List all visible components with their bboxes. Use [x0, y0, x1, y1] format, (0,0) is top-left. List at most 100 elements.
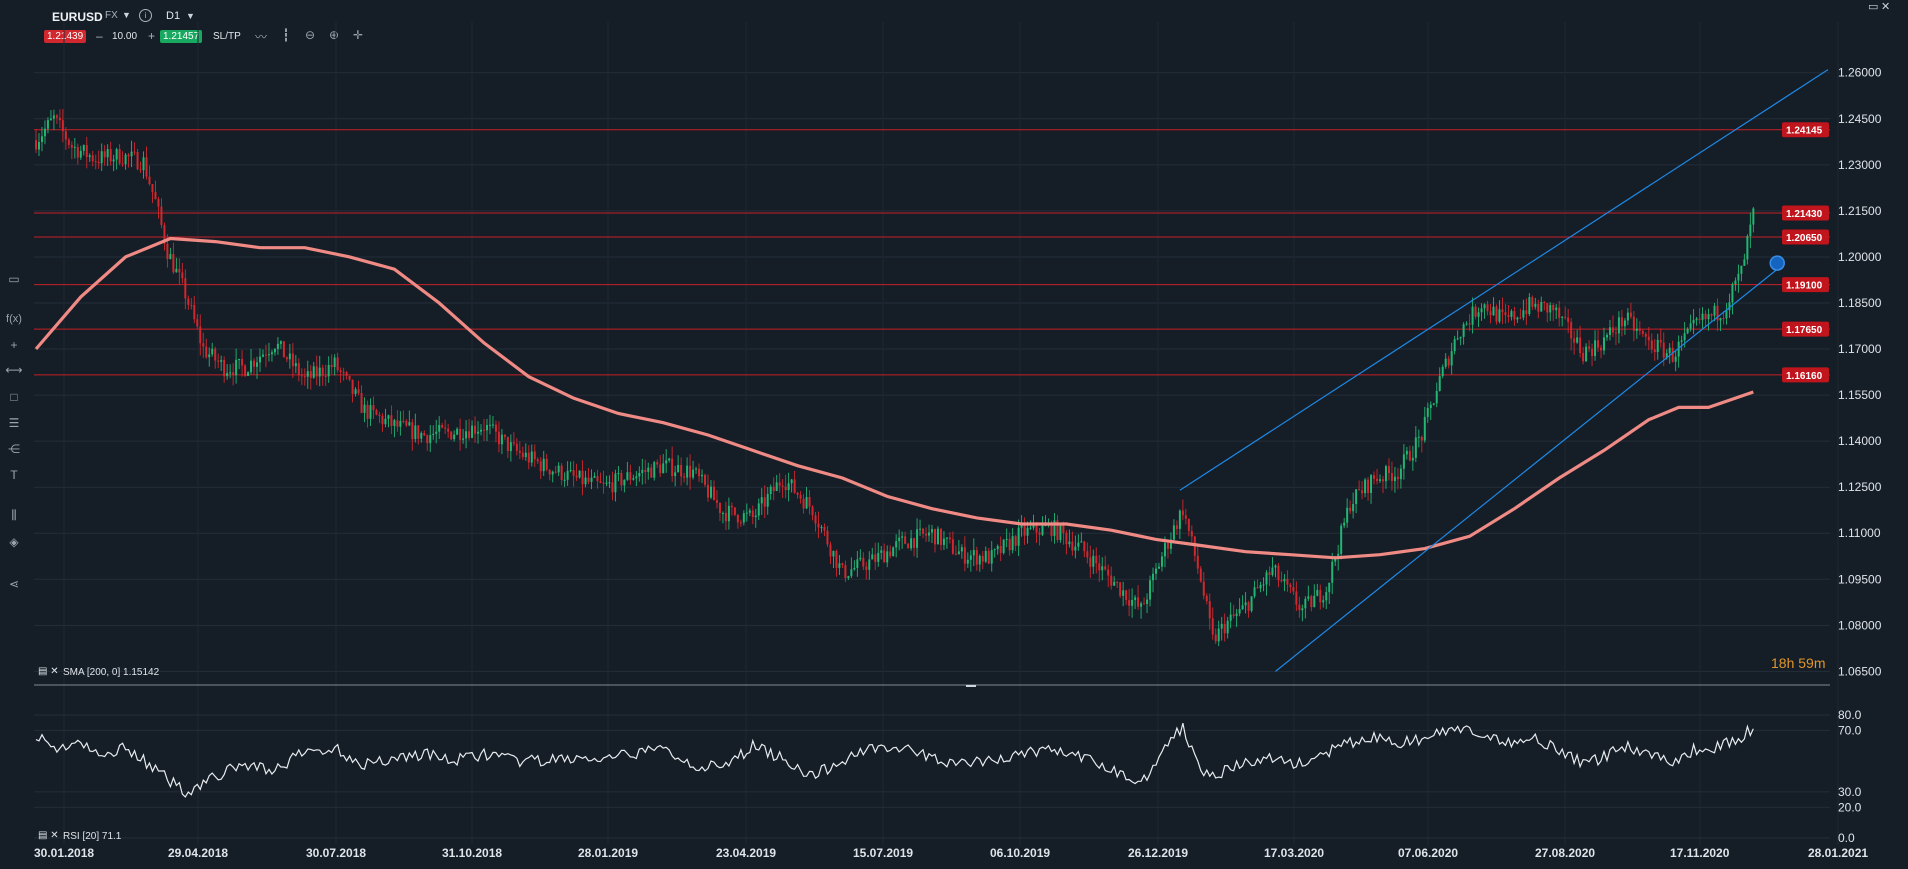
price-tick: 1.21500	[1838, 204, 1882, 218]
candle-body	[954, 553, 957, 555]
zoom-in-icon[interactable]: ⊕	[328, 28, 340, 42]
rsi-legend-icon[interactable]: ▤ ✕	[38, 830, 59, 841]
pitchfork-icon[interactable]: ⋲	[8, 442, 20, 456]
caret-down-icon[interactable]: ▼	[122, 10, 131, 20]
candle-body	[300, 375, 303, 377]
rectangle-icon[interactable]: □	[10, 390, 18, 404]
sell-price-button[interactable]: 1.21439	[44, 30, 87, 43]
candle-body	[1653, 349, 1656, 353]
info-icon[interactable]: i	[139, 9, 152, 22]
market-label[interactable]: FX	[105, 10, 118, 21]
candle-body	[1190, 531, 1193, 537]
candle-body	[715, 500, 718, 504]
candles-icon[interactable]: ┇	[282, 28, 290, 42]
share-icon[interactable]: ⋖	[8, 577, 20, 591]
candle-body	[1591, 348, 1594, 357]
screen-icon[interactable]: ▭	[8, 272, 20, 286]
candle-body	[259, 356, 261, 363]
candle-body	[1626, 312, 1629, 321]
time-axis: 30.01.2018 29.04.2018 30.07.2018 31.10.2018…	[34, 846, 1868, 860]
candle-body	[512, 442, 515, 444]
candle-body	[1316, 589, 1319, 596]
candle-body	[372, 405, 375, 410]
candle-body	[542, 458, 545, 472]
candle-body	[1614, 332, 1617, 334]
candle-body	[862, 557, 865, 567]
channel-handle[interactable]	[1769, 255, 1785, 271]
quantity-field[interactable]: 10.00	[112, 31, 138, 42]
buy-price-button[interactable]: 1.21457	[160, 30, 203, 43]
rsi-tick: 0.0	[1838, 831, 1855, 845]
candle-body	[330, 364, 333, 367]
candle-body	[638, 472, 641, 477]
candle-body	[223, 360, 226, 377]
candle-body	[1462, 324, 1465, 337]
candle-body	[85, 145, 88, 157]
candle-body	[557, 465, 560, 473]
candle-body	[1247, 602, 1250, 611]
rsi-legend[interactable]: RSI [20] 71.1	[63, 831, 122, 842]
candle-body	[1002, 539, 1005, 553]
candle-body	[1166, 543, 1169, 549]
sltp-button[interactable]: SL/TP	[213, 31, 241, 42]
candle-body	[1740, 265, 1743, 274]
plus-icon[interactable]: +	[10, 338, 18, 352]
candle-body	[530, 451, 533, 463]
bars-icon[interactable]: ⫼	[11, 508, 17, 522]
candle-body	[877, 552, 880, 562]
fibonacci-icon[interactable]: ☰	[8, 416, 20, 430]
candle-body	[1235, 613, 1238, 616]
close-icon[interactable]: ✕	[1881, 1, 1891, 13]
candle-body	[1053, 520, 1056, 536]
candle-body	[217, 360, 220, 362]
candle-body	[1573, 338, 1576, 343]
candle-body	[1286, 578, 1289, 585]
candle-body	[133, 151, 136, 153]
sma-legend[interactable]: SMA [200, 0] 1.15142	[63, 667, 160, 678]
candle-body	[972, 550, 975, 556]
candle-body	[46, 120, 49, 129]
candle-body	[1370, 475, 1373, 494]
zoom-out-icon[interactable]: ⊖	[304, 28, 316, 42]
crosshair-icon[interactable]: ✛	[352, 28, 364, 42]
candle-body	[357, 389, 360, 393]
layers-icon[interactable]: ◈	[9, 535, 19, 549]
candle-body	[250, 360, 253, 373]
candle-body	[354, 389, 357, 394]
line-chart-icon[interactable]: 〰	[254, 30, 267, 44]
function-icon[interactable]: f(x)	[6, 313, 22, 325]
caret-down-icon[interactable]: ▼	[186, 11, 195, 21]
candle-body	[757, 503, 760, 516]
time-tick: 17.03.2020	[1264, 846, 1324, 860]
candle-body	[273, 348, 276, 353]
candle-body	[805, 496, 808, 509]
candle-body	[689, 465, 692, 478]
horizontal-line-icon[interactable]: ⟷	[5, 363, 23, 377]
price-tick: 1.08000	[1838, 618, 1882, 632]
candle-body	[996, 545, 999, 550]
candle-body	[721, 512, 724, 514]
candle-body	[960, 547, 963, 552]
candle-body	[88, 155, 91, 157]
sma-legend-icon[interactable]: ▤ ✕	[38, 666, 59, 677]
candle-body	[1122, 590, 1125, 596]
quantity-minus-button[interactable]: –	[96, 29, 103, 43]
candle-body	[1220, 623, 1223, 629]
text-icon[interactable]: T	[10, 468, 18, 482]
candle-body	[727, 505, 730, 522]
timeframe-select[interactable]: D1	[166, 10, 181, 22]
candle-body	[730, 505, 733, 508]
candle-body	[1340, 525, 1343, 554]
candle-body	[957, 551, 960, 555]
candle-body	[575, 475, 578, 478]
window-icon[interactable]: ▭	[1868, 1, 1879, 13]
candle-body	[1722, 318, 1725, 320]
candle-body	[142, 157, 145, 171]
candle-body	[823, 526, 826, 531]
quantity-plus-button[interactable]: +	[148, 29, 156, 43]
candle-body	[1564, 316, 1567, 318]
candle-body	[1280, 580, 1283, 582]
trend-channel[interactable]	[1179, 69, 1829, 672]
symbol-label[interactable]: EURUSD	[52, 10, 103, 24]
